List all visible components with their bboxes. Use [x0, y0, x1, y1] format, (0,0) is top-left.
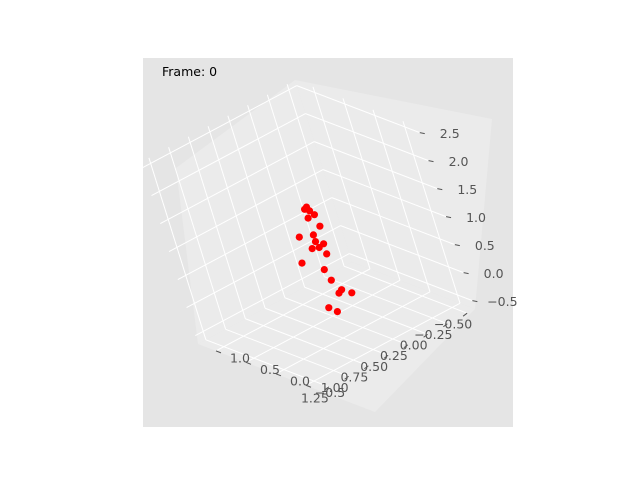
- x-gridline-wall: [286, 84, 345, 267]
- x-tick-label: 0.75: [340, 369, 368, 384]
- data-point: [333, 308, 341, 316]
- z-gridline-back: [340, 225, 464, 274]
- z-tick-mark: [463, 272, 469, 275]
- x-gridline-wall: [247, 105, 306, 288]
- z-gridline-left: [160, 141, 315, 225]
- back-pane: [295, 80, 492, 309]
- z-gridline-back: [322, 169, 447, 218]
- y-tick-label: −0.5: [315, 385, 345, 400]
- y-gridline-floor: [275, 291, 431, 375]
- data-point: [305, 207, 314, 215]
- x-tick-mark: [423, 333, 428, 338]
- data-point: [298, 259, 306, 267]
- data-point: [327, 276, 335, 284]
- x-tick-label: 1.00: [321, 380, 349, 395]
- x-tick-mark: [403, 344, 409, 349]
- data-point: [316, 222, 324, 230]
- y-tick-mark: [245, 361, 252, 365]
- x-tick-label: 1.25: [301, 390, 329, 405]
- data-point: [315, 243, 323, 252]
- z-gridline-back: [331, 197, 456, 246]
- x-gridline-wall: [207, 126, 266, 309]
- data-point: [295, 233, 303, 241]
- x-gridline-floor: [245, 318, 369, 367]
- x-gridline-floor: [205, 339, 330, 388]
- y-tick-label: 0.0: [290, 373, 310, 388]
- z-gridline-back: [305, 113, 429, 162]
- z-gridline-back: [349, 253, 473, 302]
- data-point: [311, 238, 320, 246]
- x-gridline-floor: [304, 286, 428, 335]
- x-tick-mark: [344, 375, 349, 380]
- x-tick-label: −0.25: [414, 327, 452, 342]
- data-point: [325, 304, 333, 312]
- y-gridline-floor: [215, 268, 371, 352]
- z-tick-mark: [445, 216, 452, 219]
- x-tick-mark: [383, 354, 389, 359]
- z-gridline-back: [296, 85, 420, 134]
- y-tick-mark: [305, 384, 312, 388]
- y-tick-mark: [275, 373, 282, 377]
- frame-label: Frame: 0: [162, 64, 217, 79]
- x-tick-label: −0.50: [434, 317, 472, 332]
- data-point: [320, 266, 328, 274]
- y-tick-label: 1.0: [230, 350, 250, 365]
- x-tick-label: 0.50: [360, 359, 388, 374]
- x-tick-mark: [364, 365, 369, 370]
- data-point: [348, 289, 356, 297]
- data-points: [295, 203, 356, 316]
- z-tick-mark: [419, 132, 425, 135]
- x-gridline-wall: [168, 147, 227, 330]
- data-point: [304, 214, 312, 222]
- axis-ticks: −0.50−0.250.000.250.500.751.001.25−0.50.…: [215, 126, 518, 405]
- data-point: [323, 250, 331, 258]
- x-gridline-floor: [284, 297, 409, 346]
- z-tick-mark: [437, 188, 443, 191]
- z-tick-label: 0.5: [475, 238, 495, 253]
- y-tick-label: 0.5: [260, 362, 280, 377]
- gridlines: [142, 84, 473, 388]
- z-tick-label: 0.0: [484, 266, 504, 281]
- x-gridline-wall: [227, 115, 286, 298]
- z-gridline-back: [314, 141, 438, 190]
- y-gridline-floor: [245, 279, 401, 363]
- x-gridline-floor: [264, 307, 389, 356]
- z-tick-mark: [428, 160, 434, 163]
- x-tick-mark: [324, 386, 330, 391]
- y-gridline-wall: [342, 98, 401, 281]
- z-gridline-left: [168, 169, 324, 253]
- y-gridline-wall: [402, 121, 461, 304]
- floor-pane: [198, 262, 475, 412]
- left-pane: [176, 80, 352, 344]
- y-tick-mark: [215, 350, 222, 354]
- x-tick-label: 0.00: [400, 338, 428, 353]
- y-gridline-floor: [305, 302, 461, 386]
- x-tick-mark: [462, 312, 468, 317]
- z-tick-label: 2.5: [440, 126, 460, 141]
- z-tick-label: −0.5: [487, 294, 517, 309]
- x-gridline-floor: [343, 265, 468, 314]
- x-tick-mark: [443, 323, 448, 328]
- y-gridline-wall: [312, 86, 371, 270]
- data-point: [309, 231, 317, 239]
- data-point: [310, 211, 318, 219]
- x-gridline-floor: [324, 276, 448, 325]
- z-gridline-left: [151, 113, 306, 197]
- z-tick-label: 1.0: [466, 210, 486, 225]
- y-gridline-wall: [372, 109, 431, 292]
- x-gridline-wall: [148, 157, 207, 340]
- z-tick-mark: [454, 244, 460, 247]
- z-gridline-left: [142, 85, 297, 169]
- x-gridline-floor: [225, 328, 349, 377]
- x-gridline-wall: [187, 136, 246, 319]
- data-point: [308, 245, 316, 253]
- x-tick-label: 0.25: [380, 348, 408, 363]
- z-tick-label: 1.5: [457, 182, 477, 197]
- z-tick-label: 2.0: [449, 154, 469, 169]
- z-tick-mark: [472, 300, 478, 303]
- data-point: [335, 289, 343, 297]
